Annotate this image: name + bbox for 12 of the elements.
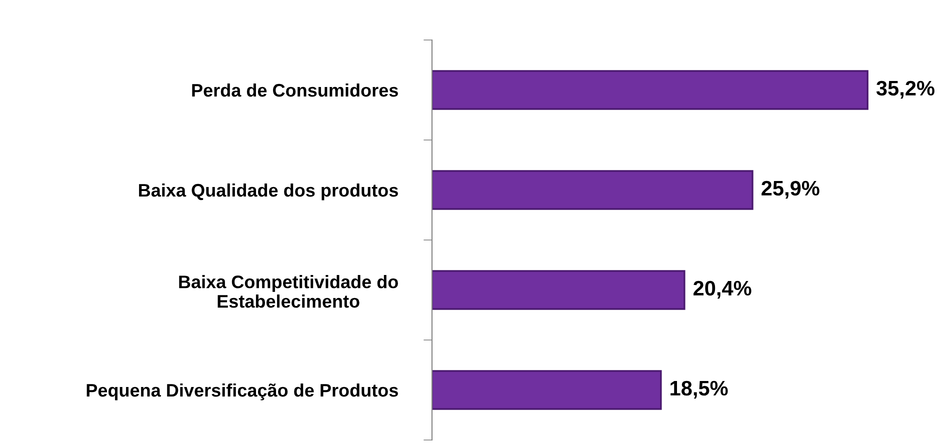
y-tick-label: Perda de Consumidores	[192, 83, 398, 97]
data-label: 25,9%	[762, 180, 820, 199]
bar	[432, 170, 754, 210]
y-tick-label: Pequena Diversificação de Produtos	[86, 383, 398, 400]
bar	[432, 70, 868, 110]
bar	[432, 270, 686, 310]
bar	[432, 370, 662, 410]
y-tick-label: Baixa Qualidade dos produtos	[139, 183, 398, 200]
data-label: 18,5%	[670, 380, 728, 399]
y-tick-label: Baixa Competitividade do Estabelecimento	[179, 275, 398, 308]
data-label: 35,2%	[876, 80, 934, 99]
data-label: 20,4%	[694, 280, 752, 299]
